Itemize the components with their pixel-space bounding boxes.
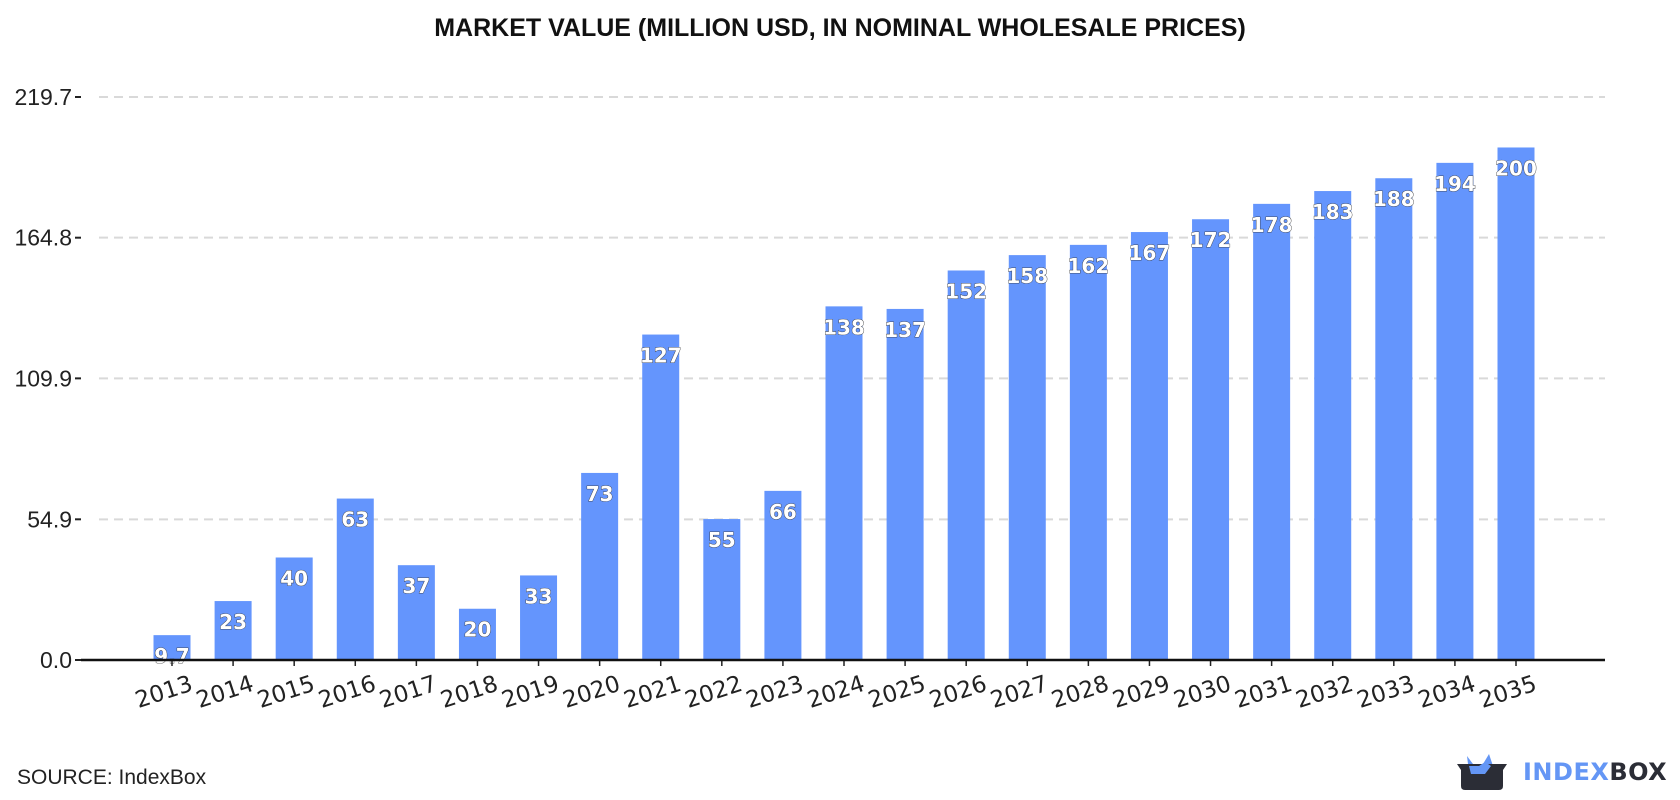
logo-text-index: INDEX: [1523, 758, 1610, 786]
bar: [214, 601, 252, 660]
bar: [825, 306, 863, 660]
x-tick-label: 2030: [1171, 671, 1235, 714]
bar: [397, 565, 435, 660]
data-label: 162: [1067, 254, 1109, 278]
data-label: 20: [464, 618, 492, 642]
bar: [1130, 232, 1168, 660]
data-label: 55: [708, 528, 736, 552]
y-tick-label: 109.9: [14, 365, 72, 391]
data-label: 152: [945, 279, 987, 303]
x-tick-label: 2015: [254, 671, 318, 714]
bar: [1497, 147, 1535, 661]
x-tick-label: 2034: [1415, 671, 1479, 714]
x-tick-label: 2016: [315, 671, 379, 714]
x-tick-label: 2014: [193, 671, 257, 714]
x-tick-label: 2013: [132, 671, 196, 714]
x-tick-label: 2033: [1354, 671, 1418, 714]
x-tick-label: 2021: [621, 671, 685, 714]
bar: [458, 608, 496, 660]
x-tick-label: 2025: [865, 671, 929, 714]
bar: [764, 490, 802, 660]
data-label: 158: [1006, 264, 1048, 288]
x-tick-label: 2035: [1476, 671, 1540, 714]
bar: [947, 270, 985, 660]
indexbox-logo: INDEXBOX: [1455, 752, 1667, 792]
bar: [1253, 203, 1291, 660]
data-label: 188: [1373, 187, 1415, 211]
data-label: 9.7: [154, 644, 189, 668]
bar: [153, 635, 191, 660]
bar: [275, 557, 313, 660]
x-tick-label: 2029: [1110, 671, 1174, 714]
source-label: SOURCE: IndexBox: [17, 766, 207, 789]
chart-title: MARKET VALUE (MILLION USD, IN NOMINAL WH…: [434, 14, 1246, 42]
data-label: 63: [341, 508, 369, 532]
bar: [1069, 244, 1107, 660]
data-label: 183: [1312, 200, 1354, 224]
data-label: 138: [823, 315, 865, 339]
data-label: 200: [1495, 156, 1537, 180]
y-tick-label: 219.7: [14, 84, 72, 110]
bar: [1192, 219, 1230, 660]
data-label: 172: [1190, 228, 1232, 252]
y-tick-label: 164.8: [14, 225, 72, 251]
x-tick-label: 2027: [987, 671, 1051, 714]
x-tick-label: 2031: [1232, 671, 1296, 714]
x-tick-label: 2020: [560, 671, 624, 714]
bar: [336, 498, 374, 660]
x-tick-label: 2028: [1049, 671, 1113, 714]
bar: [1008, 255, 1046, 660]
x-tick-label: 2019: [499, 671, 563, 714]
data-label: 33: [525, 584, 553, 608]
data-label: 137: [884, 318, 926, 342]
box-logo-icon: [1457, 754, 1507, 790]
x-tick-label: 2018: [438, 671, 502, 714]
data-label: 37: [402, 574, 430, 598]
data-label: 167: [1129, 241, 1171, 265]
data-label: 127: [640, 344, 682, 368]
data-label: 178: [1251, 213, 1293, 237]
data-label: 73: [586, 482, 614, 506]
x-tick-label: 2023: [743, 671, 807, 714]
data-label: 40: [280, 566, 308, 590]
bar: [642, 334, 680, 660]
x-tick-label: 2017: [377, 671, 441, 714]
logo-text: INDEXBOX: [1523, 758, 1667, 786]
y-tick-label: 0.0: [40, 647, 72, 673]
bar: [1375, 178, 1413, 660]
bar: [1436, 162, 1474, 660]
x-tick-label: 2026: [926, 671, 990, 714]
bar: [886, 308, 924, 660]
bar: [1314, 191, 1352, 660]
bar: [703, 519, 741, 660]
x-tick-label: 2022: [682, 671, 746, 714]
data-label: 194: [1434, 172, 1476, 196]
data-label: 66: [769, 500, 797, 524]
x-tick-label: 2032: [1293, 671, 1357, 714]
bar: [581, 472, 619, 660]
y-tick-label: 54.9: [27, 506, 72, 532]
x-tick-label: 2024: [804, 671, 868, 714]
data-label: 23: [219, 610, 247, 634]
logo-text-box: BOX: [1609, 758, 1668, 786]
bar: [520, 575, 558, 660]
